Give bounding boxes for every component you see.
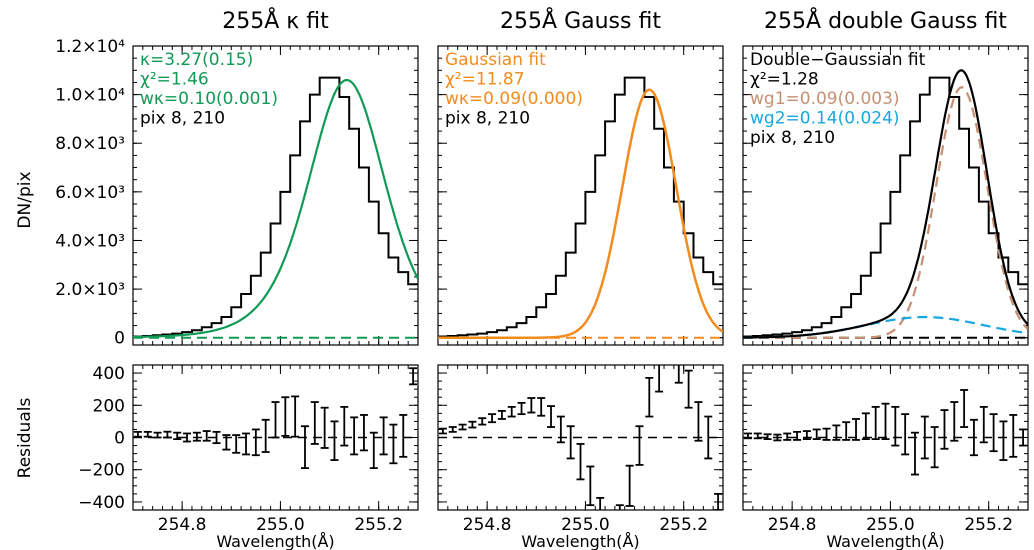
x-tick-label: 255.2: [659, 515, 708, 535]
residual-axis-label: Residuals: [15, 398, 35, 479]
annotation-3: wκ=0.09(0.000): [445, 89, 583, 109]
annotation-4: wg2=0.14(0.024): [750, 109, 900, 129]
gauss-component-1: [743, 86, 1028, 339]
x-tick-label: 255.2: [354, 515, 403, 535]
data-histogram: [743, 76, 1028, 338]
panel-title: 255Å Gauss fit: [500, 7, 661, 34]
y-tick-label: 1.2×10⁴: [55, 37, 125, 57]
annotation-2: χ²=11.87: [445, 70, 525, 90]
kappa-fit-curve: [133, 78, 418, 339]
top-plot-frame: [132, 45, 419, 346]
panel-2: 255Å Gauss fit 254.8 255.0 255.2 Wavelength(…: [437, 7, 724, 550]
top-plot-frame: [437, 45, 724, 346]
residual-plot-content: [133, 367, 418, 470]
panel-title: 255Å κ fit: [222, 7, 329, 34]
x-tick-label: 255.0: [866, 515, 915, 535]
x-tick-label: 254.8: [768, 515, 817, 535]
y-tick-label: 6.0×10³: [55, 183, 125, 203]
panel-title: 255Å double Gauss fit: [764, 7, 1007, 34]
y-tick-label: 1.0×10⁴: [55, 86, 125, 106]
residual-tick-label: 400: [93, 364, 125, 384]
residual-tick-label: −200: [78, 461, 125, 481]
y-axis-label: DN/pix: [15, 171, 35, 228]
x-tick-label: 255.2: [964, 515, 1013, 535]
annotation-2: χ²=1.46: [140, 70, 209, 90]
annotation-4: pix 8, 210: [140, 109, 225, 129]
x-tick-label: 255.0: [561, 515, 610, 535]
residual-tick-label: 0: [114, 429, 125, 449]
annotation-3: wκ=0.10(0.001): [140, 89, 278, 109]
x-tick-label: 255.0: [256, 515, 305, 535]
y-tick-label: 2.0×10³: [55, 280, 125, 300]
y-tick-label: 4.0×10³: [55, 231, 125, 251]
top-plot-content: [438, 76, 723, 339]
annotation-1: κ=3.27(0.15): [140, 50, 253, 70]
annotation-2: χ²=1.28: [750, 70, 819, 90]
gauss-fit-curve: [438, 88, 723, 339]
top-plot-content: [743, 69, 1028, 339]
residual-plot-content: [438, 365, 723, 510]
y-tick-label: 0: [114, 329, 125, 349]
top-plot-content: [133, 76, 418, 339]
panel-3: 255Å double Gauss fit 254.8 255.0 255.2 Wave…: [742, 7, 1029, 550]
panel-1: 255Å κ fit 254.8 255.0 255.2 Wavelength(Å) κ=…: [132, 7, 419, 550]
y-axis-left: 0 2.0×10³ 4.0×10³ 6.0×10³ 8.0×10³ 1.0×10⁴ 1.2×…: [15, 37, 125, 513]
annotation-5: pix 8, 210: [750, 128, 835, 148]
x-tick-label: 254.8: [463, 515, 512, 535]
annotation-3: wg1=0.09(0.003): [750, 89, 900, 109]
x-axis-label: Wavelength(Å): [826, 532, 944, 550]
data-histogram: [438, 76, 723, 338]
annotation-1: Gaussian fit: [445, 50, 546, 70]
x-tick-label: 254.8: [158, 515, 207, 535]
double-gauss-fit-curve: [743, 69, 1028, 339]
residual-tick-label: −400: [78, 493, 125, 513]
annotation-1: Double−Gaussian fit: [750, 50, 926, 70]
y-tick-label: 8.0×10³: [55, 134, 125, 154]
x-axis-label: Wavelength(Å): [521, 532, 639, 550]
x-axis-label: Wavelength(Å): [216, 532, 334, 550]
top-plot-frame: [742, 45, 1029, 346]
data-histogram: [133, 76, 418, 338]
residual-plot-content: [743, 389, 1028, 476]
annotation-4: pix 8, 210: [445, 109, 530, 129]
residual-tick-label: 200: [93, 396, 125, 416]
